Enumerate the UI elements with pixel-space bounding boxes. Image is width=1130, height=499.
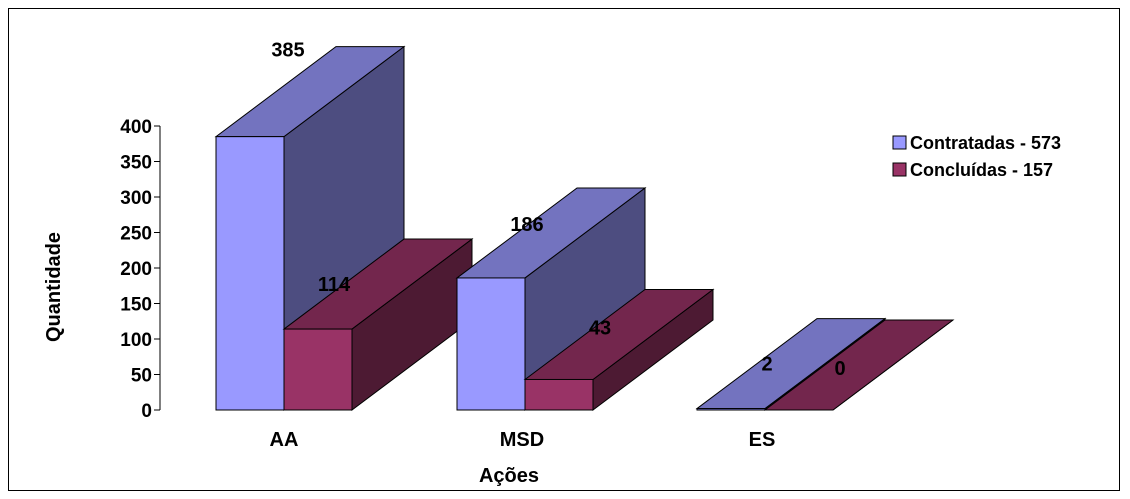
y-tick-label: 200 — [120, 259, 152, 280]
y-tick-label: 400 — [120, 117, 152, 138]
bar-front-face — [456, 277, 526, 411]
data-labels: 385 114 186 43 2 0 — [271, 40, 845, 380]
bar-front-face — [283, 328, 353, 411]
bar-msd-concluidas — [523, 288, 715, 411]
legend-label-concluidas: Concluídas - 157 — [910, 160, 1053, 180]
y-axis: 0 50 100 150 200 250 300 350 400 AA MSD ES — [120, 117, 775, 451]
y-tick-label: 350 — [120, 153, 152, 174]
x-tick-label: AA — [270, 429, 299, 451]
y-tick-label: 300 — [120, 188, 152, 209]
x-tick-label: MSD — [500, 429, 544, 451]
bar-msd-contratadas — [455, 186, 647, 411]
y-tick-label: 0 — [141, 401, 152, 422]
bar-front-face — [524, 378, 594, 411]
data-label: 2 — [761, 354, 772, 376]
data-label: 0 — [834, 358, 845, 380]
data-label: 114 — [318, 274, 351, 296]
y-tick-label: 50 — [131, 366, 152, 387]
bar-aa-concluidas — [282, 238, 474, 411]
bars — [214, 45, 955, 411]
bar-top-face — [763, 319, 955, 411]
data-label: 186 — [510, 214, 543, 236]
y-tick-label: 150 — [120, 295, 152, 316]
x-tick-label: ES — [749, 429, 776, 451]
x-axis-title: Ações — [479, 465, 539, 487]
y-axis-title: Quantidade — [43, 232, 65, 342]
legend-label-contratadas: Contratadas - 573 — [910, 133, 1061, 153]
data-label: 43 — [589, 317, 611, 339]
bar-front-face — [696, 408, 766, 411]
data-label: 385 — [271, 40, 304, 62]
bar-es-concluidas — [763, 319, 955, 411]
legend-swatch-contratadas — [892, 135, 907, 150]
y-tick-label: 100 — [120, 330, 152, 351]
legend-swatch-concluidas — [892, 162, 907, 177]
legend: Contratadas - 573 Concluídas - 157 — [892, 133, 1061, 180]
bar-front-face — [215, 136, 285, 411]
y-tick-label: 250 — [120, 224, 152, 245]
